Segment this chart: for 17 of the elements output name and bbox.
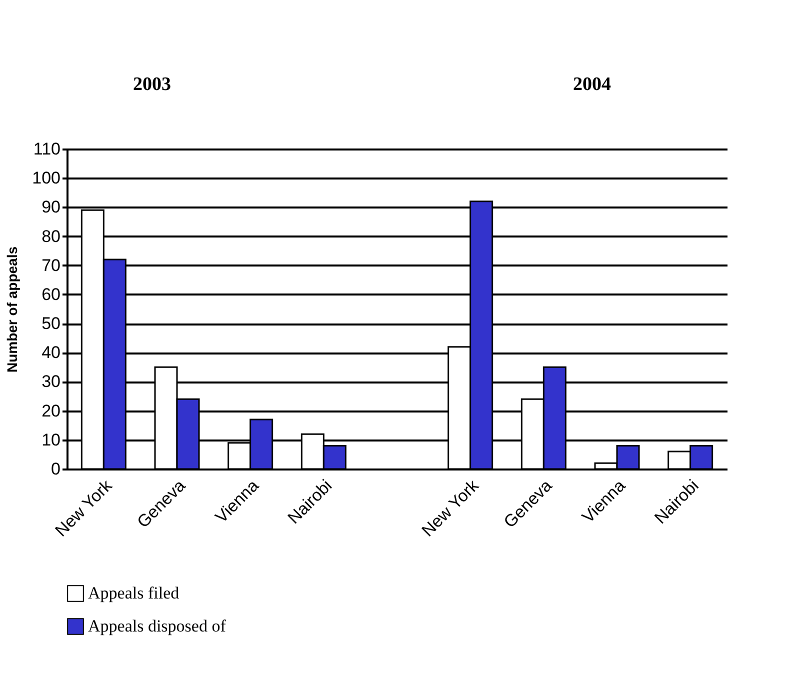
y-tick-label: 10 [42,430,60,450]
y-tick-label: 0 [51,460,60,478]
y-tick-label: 30 [42,372,60,392]
legend-label: Appeals filed [88,584,180,602]
y-tick-label: 90 [42,198,60,217]
y-tick-label: 80 [42,226,60,246]
text: 2004 [573,74,612,95]
y-tick-label: 110 [33,140,60,158]
text: 2003 [133,74,171,95]
legend-label: Appeals disposed of [88,616,226,636]
y-tick-label: 60 [42,284,60,304]
y-tick-label: 100 [32,168,60,188]
y-tick-label: 40 [42,343,60,362]
y-tick-label: 50 [42,314,60,334]
y-tick-label: 20 [42,401,60,420]
y-tick-label: 70 [42,256,60,275]
y-axis-title: Number of appeals [4,246,20,373]
